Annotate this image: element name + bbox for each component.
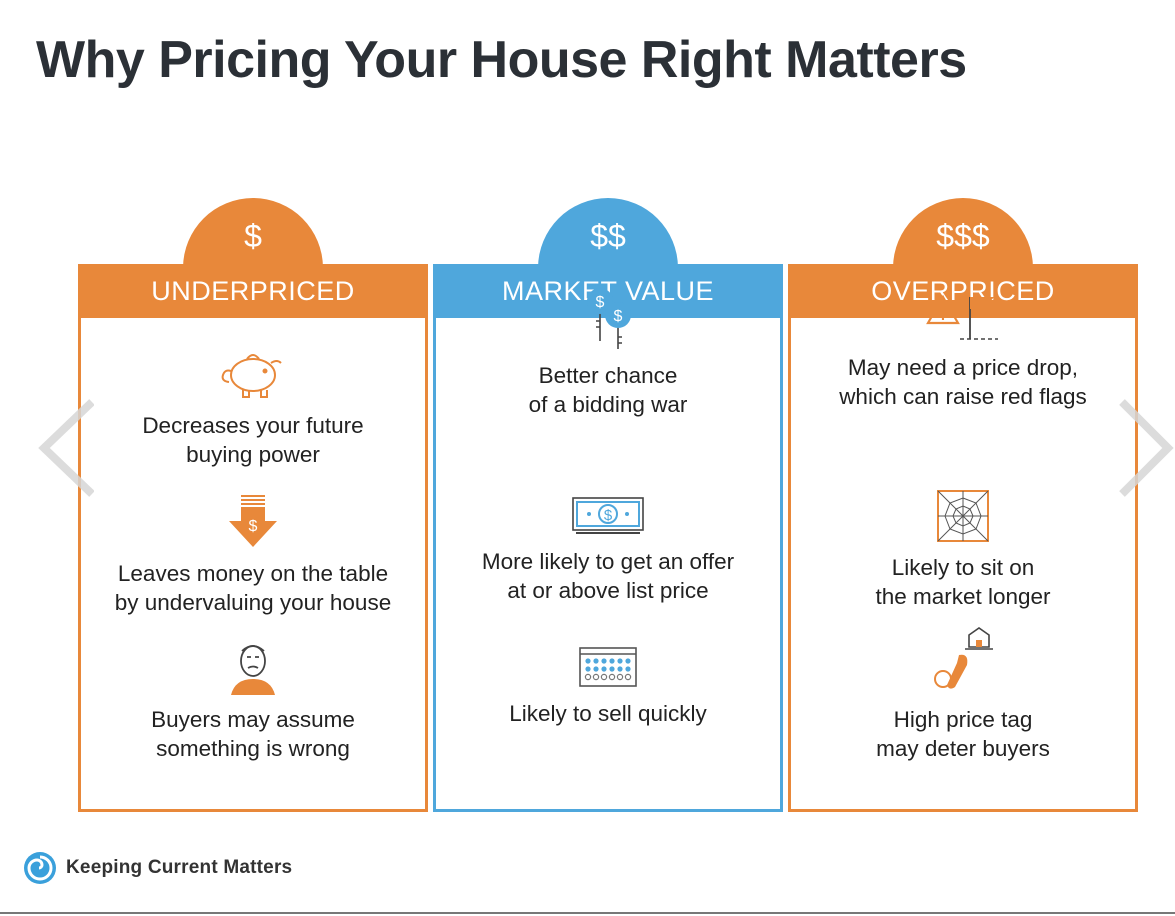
worried-person-icon: [231, 645, 275, 695]
list-item: Buyers may assume something is wrong: [81, 641, 425, 763]
item-text: High price tag may deter buyers: [876, 707, 1050, 761]
svg-text:$: $: [614, 308, 623, 325]
list-item: High price tag may deter buyers: [791, 625, 1135, 763]
price-symbol-tab: $$$: [893, 198, 1033, 270]
item-text: Likely to sell quickly: [509, 701, 707, 726]
bottom-divider: [0, 912, 1175, 914]
cobweb-icon: [937, 490, 989, 542]
list-item: $ Leaves money on the table by undervalu…: [81, 493, 425, 617]
market-value-column: $$ MARKET VALUE $ $ Better chance of a b…: [433, 198, 783, 812]
column-heading: OVERPRICED: [788, 264, 1138, 318]
item-text: May need a price drop, which can raise r…: [839, 355, 1087, 409]
swirl-logo-icon: [24, 852, 56, 884]
list-item: Likely to sell quickly: [436, 643, 780, 728]
list-item: ! May need a price drop, which can raise…: [791, 293, 1135, 411]
dollar-bill-icon: $: [572, 497, 644, 534]
svg-text:$: $: [596, 294, 605, 311]
underpriced-column: $ UNDERPRICED Decreases your future buyi…: [78, 198, 428, 812]
item-text: Better chance of a bidding war: [528, 363, 688, 417]
bidding-paddles-icon: $ $: [587, 288, 631, 349]
underpriced-card: UNDERPRICED Decreases your future buying…: [78, 264, 428, 812]
price-symbol-tab: $$: [538, 198, 678, 270]
overpriced-card: OVERPRICED ! May need a price drop, whic…: [788, 264, 1138, 812]
item-text: Buyers may assume something is wrong: [151, 707, 355, 761]
item-text: Leaves money on the table by undervaluin…: [114, 561, 392, 615]
svg-text:!: !: [941, 307, 946, 324]
brand-logo: Keeping Current Matters: [22, 850, 292, 886]
list-item: Likely to sit on the market longer: [791, 489, 1135, 611]
calendar-icon: [579, 647, 637, 687]
chevron-left-icon[interactable]: [34, 398, 94, 498]
svg-text:$: $: [604, 507, 613, 524]
price-symbol-tab: $: [183, 198, 323, 270]
column-heading: UNDERPRICED: [78, 264, 428, 318]
down-arrow-dollar-icon: $: [229, 495, 277, 547]
item-text: More likely to get an offer at or above …: [481, 549, 735, 603]
piggy-bank-icon: [221, 354, 282, 398]
svg-text:$: $: [249, 518, 258, 535]
item-text: Decreases your future buying power: [142, 413, 364, 467]
list-item: $ $ Better chance of a bidding war: [436, 285, 780, 419]
warning-flag-icon: !: [926, 294, 998, 340]
list-item: Decreases your future buying power: [81, 347, 425, 469]
market-value-card: MARKET VALUE $ $ Better chance of a bidd…: [433, 264, 783, 812]
house-price-tag-icon: [934, 627, 993, 689]
page-title: Why Pricing Your House Right Matters: [36, 31, 967, 89]
overpriced-column: $$$ OVERPRICED ! May need a price drop, …: [788, 198, 1138, 812]
logo-text: Keeping Current Matters: [66, 857, 293, 878]
item-text: Likely to sit on the market longer: [875, 555, 1051, 609]
list-item: $ More likely to get an offer at or abov…: [436, 495, 780, 605]
chevron-right-icon[interactable]: [1118, 398, 1175, 498]
